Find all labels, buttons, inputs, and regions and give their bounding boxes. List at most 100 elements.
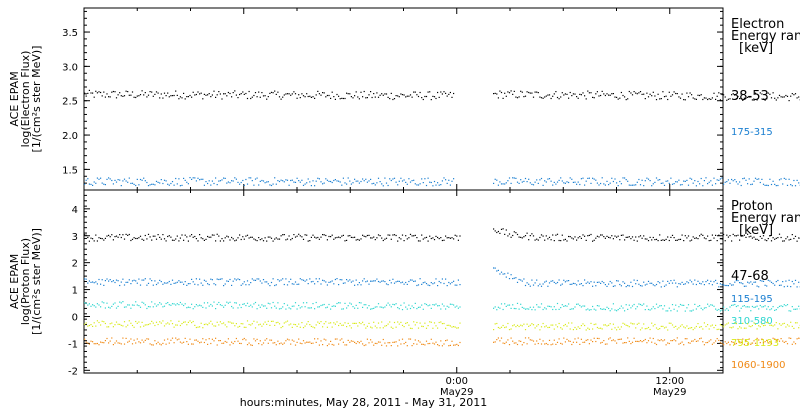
data-point xyxy=(409,327,412,329)
data-point xyxy=(395,181,397,183)
data-point xyxy=(657,306,659,308)
data-point xyxy=(384,281,386,283)
data-point xyxy=(655,283,658,286)
data-point xyxy=(745,179,747,181)
data-point xyxy=(357,96,359,98)
data-point xyxy=(368,94,370,96)
data-point xyxy=(568,235,570,238)
data-point xyxy=(438,305,440,307)
data-point xyxy=(266,281,268,283)
data-point xyxy=(393,321,396,324)
data-point xyxy=(339,181,341,183)
data-point xyxy=(288,307,290,309)
data-point xyxy=(95,90,97,92)
data-point xyxy=(726,323,728,325)
data-point xyxy=(194,283,196,285)
data-point xyxy=(774,284,776,286)
data-point xyxy=(435,278,437,280)
data-point xyxy=(684,283,686,285)
data-point xyxy=(315,180,317,182)
data-point xyxy=(352,182,354,184)
data-point xyxy=(751,283,753,285)
data-point xyxy=(502,97,504,99)
data-point xyxy=(320,94,322,96)
data-point xyxy=(619,239,621,241)
data-point xyxy=(783,322,785,324)
data-point xyxy=(630,322,632,324)
data-point xyxy=(334,179,336,181)
data-point xyxy=(593,281,595,283)
data-point xyxy=(254,301,257,304)
data-point xyxy=(181,234,183,236)
data-point xyxy=(382,280,384,282)
data-point xyxy=(500,326,503,328)
data-point xyxy=(556,181,559,183)
data-point xyxy=(374,280,376,282)
data-point xyxy=(659,328,661,330)
data-point xyxy=(357,180,359,182)
data-point xyxy=(574,93,576,95)
data-point xyxy=(493,329,495,331)
data-point xyxy=(350,327,352,329)
data-point xyxy=(235,94,237,96)
data-point xyxy=(766,285,768,287)
data-point xyxy=(302,327,305,329)
data-point xyxy=(735,279,737,282)
data-point xyxy=(751,305,753,308)
data-point xyxy=(218,180,220,182)
data-point xyxy=(199,234,201,236)
data-point xyxy=(309,240,311,242)
data-point xyxy=(457,307,459,309)
data-point xyxy=(363,180,365,182)
data-point xyxy=(128,233,130,236)
data-point xyxy=(790,286,792,288)
data-point xyxy=(85,302,87,304)
data-point xyxy=(390,306,392,308)
data-point xyxy=(120,324,122,326)
data-point xyxy=(521,280,523,282)
data-point xyxy=(120,95,122,97)
data-point xyxy=(695,185,697,187)
data-point xyxy=(710,304,712,306)
data-point xyxy=(676,93,678,95)
data-point xyxy=(299,181,301,183)
data-point xyxy=(695,325,697,328)
data-point xyxy=(144,304,146,306)
data-point xyxy=(716,328,718,331)
data-point xyxy=(767,306,769,308)
data-point xyxy=(793,94,795,96)
y-tick-label: 1 xyxy=(72,286,78,297)
data-point xyxy=(510,236,512,238)
data-point xyxy=(210,278,212,280)
data-point xyxy=(346,307,348,309)
data-point xyxy=(373,182,375,184)
data-point xyxy=(127,324,129,326)
data-point xyxy=(433,322,436,324)
data-point xyxy=(162,182,164,185)
data-point xyxy=(187,240,189,242)
data-point xyxy=(419,278,421,280)
data-point xyxy=(307,283,309,285)
data-point xyxy=(747,96,749,98)
data-point xyxy=(259,306,261,308)
data-point xyxy=(761,323,763,325)
data-point xyxy=(655,327,658,329)
data-point xyxy=(387,284,389,286)
data-point xyxy=(411,327,413,330)
data-point xyxy=(737,183,739,185)
data-point xyxy=(628,236,630,238)
data-point xyxy=(504,303,506,305)
data-point xyxy=(133,237,135,239)
data-point xyxy=(323,182,325,184)
data-point xyxy=(248,237,250,239)
data-point xyxy=(159,236,161,238)
data-point xyxy=(251,323,253,325)
data-point xyxy=(430,99,432,101)
data-point xyxy=(584,95,586,97)
data-point xyxy=(274,284,276,287)
data-point xyxy=(246,183,249,185)
data-point xyxy=(692,329,694,331)
data-point xyxy=(387,234,389,236)
data-point xyxy=(237,278,239,280)
data-point xyxy=(395,95,397,97)
